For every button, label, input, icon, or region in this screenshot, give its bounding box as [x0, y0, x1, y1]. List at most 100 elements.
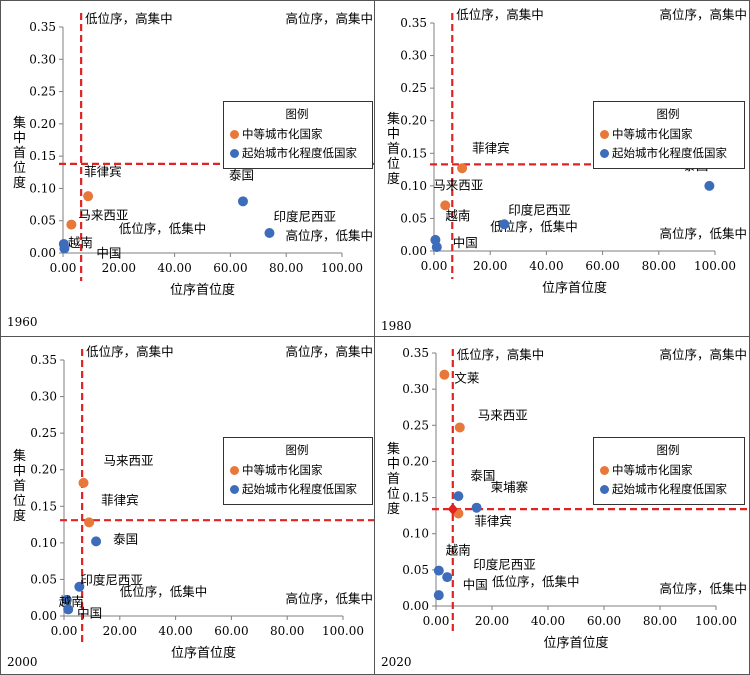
data-label: 文莱 — [454, 371, 479, 386]
y-axis-title-char: 集 — [13, 115, 26, 131]
y-axis-title: 集中首位度 — [13, 448, 26, 524]
data-point — [431, 242, 442, 253]
data-label: 印度尼西亚 — [273, 209, 336, 224]
y-tick-label: 0.25 — [29, 85, 56, 99]
y-tick-label: 0.00 — [30, 609, 57, 623]
y-axis-title-char: 度 — [387, 171, 400, 187]
quadrant-label-bottom-left: 低位序，低集中 — [490, 219, 578, 234]
y-axis-title-char: 首 — [387, 142, 400, 157]
x-tick-label: 60.00 — [587, 614, 621, 628]
y-tick-label: 0.00 — [400, 244, 427, 258]
x-axis-title: 位序首位度 — [543, 635, 608, 651]
y-tick-label: 0.25 — [402, 418, 429, 432]
quadrant-label-bottom-left: 低位序，低集中 — [492, 574, 580, 589]
quadrant-label-top-left: 低位序，高集中 — [456, 7, 544, 22]
data-point — [63, 604, 74, 615]
legend: 图例 中等城市化国家 起始城市化程度低国家 — [223, 101, 373, 169]
y-axis-title-char: 中 — [13, 131, 26, 146]
x-axis-title: 位序首位度 — [542, 280, 607, 296]
quadrant-label-top-left: 低位序，高集中 — [85, 11, 173, 26]
x-tick-label: 60.00 — [585, 259, 619, 273]
x-tick-label: 20.00 — [103, 624, 137, 638]
y-tick-label: 0.25 — [30, 426, 57, 440]
legend-low-marker — [230, 484, 239, 494]
x-tick-label: 100.00 — [322, 624, 364, 638]
y-tick-label: 0.20 — [400, 114, 427, 128]
x-tick-label: 0.00 — [50, 261, 77, 275]
legend-low-label: 起始城市化程度低国家 — [242, 146, 357, 160]
legend-medium-marker — [600, 129, 609, 139]
y-axis-title: 集中首位度 — [387, 111, 400, 187]
data-point — [61, 594, 72, 605]
chart-1980-svg: 0.00 0.05 0.10 0.15 0.20 0.25 0.30 0.35 0.00 20.0… — [387, 7, 749, 296]
panel-2020: 0.00 0.05 0.10 0.15 0.20 0.25 0.30 0.35 0.00 20.0… — [374, 336, 750, 675]
y-axis-title-char: 度 — [13, 175, 26, 191]
y-tick-label: 0.20 — [29, 117, 56, 131]
y-tick-label: 0.00 — [29, 246, 56, 260]
data-point — [442, 572, 453, 583]
y-tick-label: 0.15 — [400, 146, 427, 160]
data-point — [457, 163, 468, 174]
y-tick-label: 0.05 — [29, 214, 56, 228]
y-tick-label: 0.30 — [402, 382, 429, 396]
x-tick-label: 100.00 — [695, 614, 737, 628]
data-point — [84, 517, 95, 528]
data-label: 泰国 — [229, 167, 254, 182]
data-label: 越南 — [59, 594, 84, 609]
data-point — [264, 227, 275, 238]
panel-1980: 0.00 0.05 0.10 0.15 0.20 0.25 0.30 0.35 0.00 20.0… — [374, 0, 750, 338]
chart-1960-svg: 0.00 0.05 0.10 0.15 0.20 0.25 0.30 0.35 0.00 20.0… — [13, 11, 375, 298]
legend-title: 图例 — [285, 443, 309, 457]
y-tick-label: 0.10 — [29, 181, 56, 195]
quadrant-label-bottom-right: 高位序，低集中 — [285, 591, 373, 606]
x-tick-label: 40.00 — [158, 624, 192, 638]
quadrant-label-top-right: 高位序，高集中 — [659, 347, 747, 362]
y-axis-title-char: 中 — [387, 127, 400, 142]
legend: 图例 中等城市化国家 起始城市化程度低国家 — [593, 101, 745, 169]
y-axis-title-char: 首 — [13, 479, 26, 494]
legend-title: 图例 — [656, 107, 680, 121]
legend-low-label: 起始城市化程度低国家 — [242, 482, 357, 496]
data-point — [433, 590, 444, 601]
y-axis-title-char: 度 — [13, 508, 26, 524]
data-label: 菲律宾 — [472, 140, 510, 155]
legend-medium-label: 中等城市化国家 — [242, 127, 323, 141]
y-tick-label: 0.10 — [400, 179, 427, 193]
y-tick-label: 0.35 — [400, 16, 427, 30]
data-label: 菲律宾 — [474, 513, 512, 528]
data-label: 马来西亚 — [433, 177, 483, 192]
x-tick-label: 80.00 — [270, 624, 304, 638]
data-point — [453, 491, 464, 502]
legend-medium-marker — [600, 465, 609, 475]
panel-2000: 0.00 0.05 0.10 0.15 0.20 0.25 0.30 0.35 0.00 20.0… — [0, 336, 376, 675]
legend-item-low: 起始城市化程度低国家 — [600, 481, 736, 497]
y-axis-title-char: 度 — [387, 501, 400, 517]
y-axis-title-char: 位 — [13, 161, 26, 176]
data-point — [83, 191, 94, 202]
y-axis-title-char: 位 — [13, 494, 26, 509]
y-tick-label: 0.15 — [29, 149, 56, 163]
x-tick-label: 20.00 — [473, 259, 507, 273]
quadrant-label-bottom-left: 低位序，低集中 — [119, 221, 207, 236]
data-point — [91, 536, 102, 547]
y-axis-title-char: 首 — [387, 472, 400, 487]
data-point — [439, 369, 450, 380]
data-label: 中国 — [77, 605, 102, 620]
y-tick-label: 0.05 — [400, 211, 427, 225]
data-point — [499, 219, 510, 230]
y-tick-label: 0.15 — [402, 491, 429, 505]
data-label: 菲律宾 — [84, 164, 122, 179]
data-point — [440, 200, 451, 211]
x-tick-label: 0.00 — [423, 614, 450, 628]
legend-item-medium: 中等城市化国家 — [600, 126, 736, 142]
quadrant-label-bottom-right: 高位序，低集中 — [659, 226, 747, 241]
quadrant-label-bottom-right: 高位序，低集中 — [659, 581, 747, 596]
data-label: 中国 — [453, 235, 478, 250]
legend-item-low: 起始城市化程度低国家 — [230, 145, 364, 161]
y-tick-label: 0.15 — [30, 499, 57, 513]
y-axis-title-char: 中 — [387, 457, 400, 472]
x-tick-label: 100.00 — [694, 259, 736, 273]
quadrant-label-top-right: 高位序，高集中 — [285, 11, 373, 26]
y-axis-title-char: 中 — [13, 464, 26, 479]
